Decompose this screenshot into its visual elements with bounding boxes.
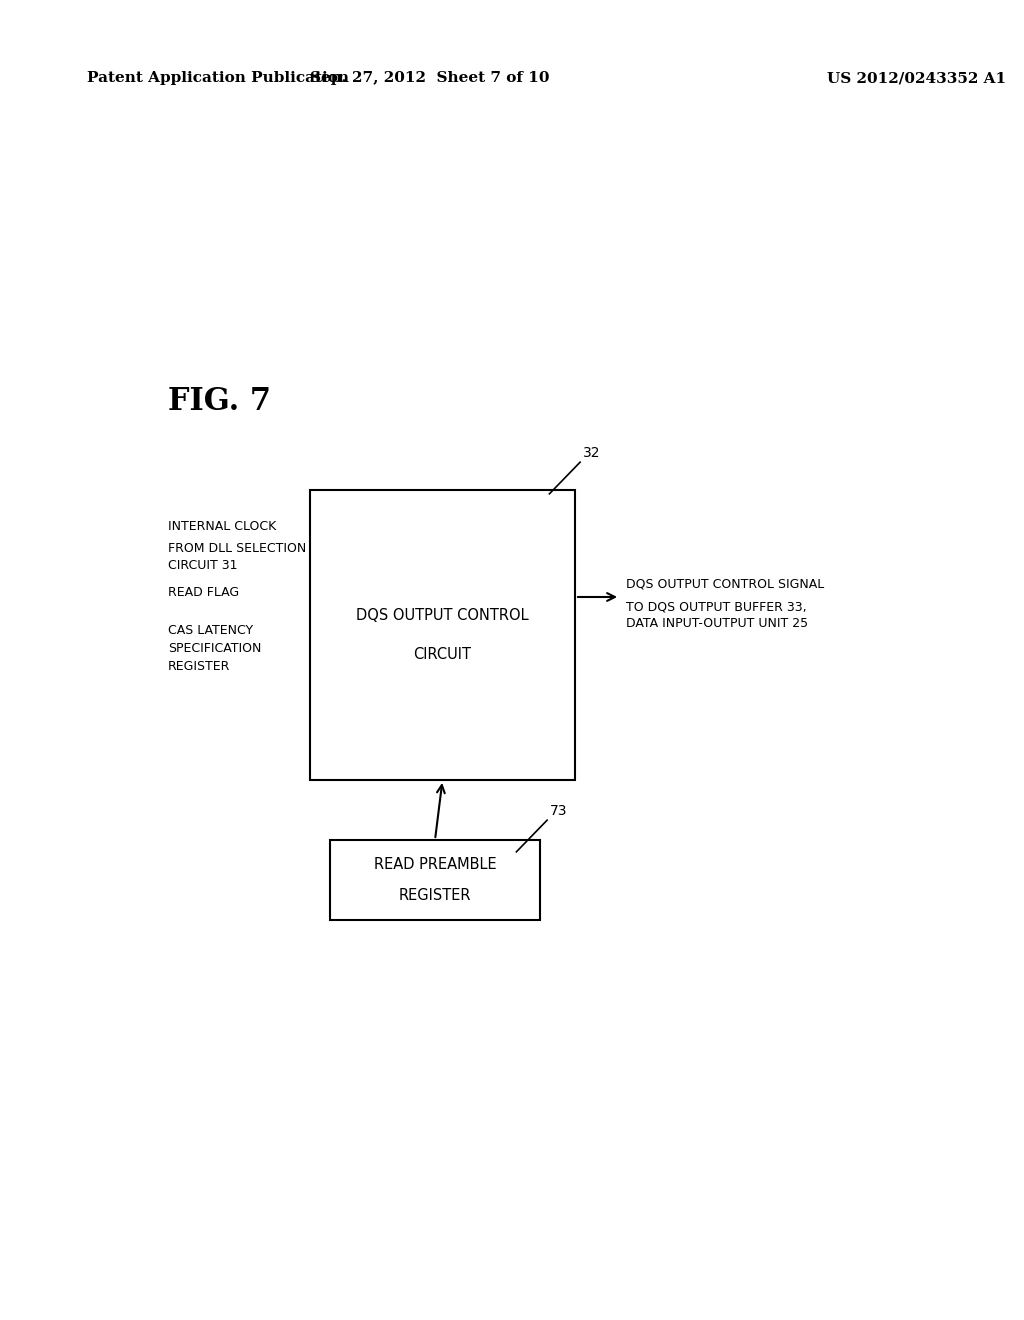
Text: DQS OUTPUT CONTROL: DQS OUTPUT CONTROL	[356, 607, 528, 623]
Text: 32: 32	[584, 446, 601, 459]
Text: Sep. 27, 2012  Sheet 7 of 10: Sep. 27, 2012 Sheet 7 of 10	[310, 71, 550, 84]
Text: FROM DLL SELECTION: FROM DLL SELECTION	[168, 541, 306, 554]
Bar	[310, 490, 575, 780]
Text: FIG. 7: FIG. 7	[168, 387, 271, 417]
Text: READ PREAMBLE: READ PREAMBLE	[374, 857, 497, 871]
Text: CIRCUIT: CIRCUIT	[414, 647, 471, 663]
Text: 73: 73	[550, 804, 567, 817]
Text: US 2012/0243352 A1: US 2012/0243352 A1	[827, 71, 1006, 84]
Bar	[330, 840, 540, 920]
Text: Patent Application Publication: Patent Application Publication	[87, 71, 349, 84]
Text: READ FLAG: READ FLAG	[168, 586, 240, 598]
Text: REGISTER: REGISTER	[168, 660, 230, 672]
Text: REGISTER: REGISTER	[398, 888, 471, 903]
Text: DQS OUTPUT CONTROL SIGNAL: DQS OUTPUT CONTROL SIGNAL	[626, 578, 824, 590]
Text: TO DQS OUTPUT BUFFER 33,: TO DQS OUTPUT BUFFER 33,	[626, 601, 807, 614]
Text: SPECIFICATION: SPECIFICATION	[168, 642, 261, 655]
Text: CAS LATENCY: CAS LATENCY	[168, 623, 253, 636]
Text: DATA INPUT-OUTPUT UNIT 25: DATA INPUT-OUTPUT UNIT 25	[626, 618, 808, 631]
Text: INTERNAL CLOCK: INTERNAL CLOCK	[168, 520, 276, 533]
Text: CIRCUIT 31: CIRCUIT 31	[168, 560, 238, 573]
